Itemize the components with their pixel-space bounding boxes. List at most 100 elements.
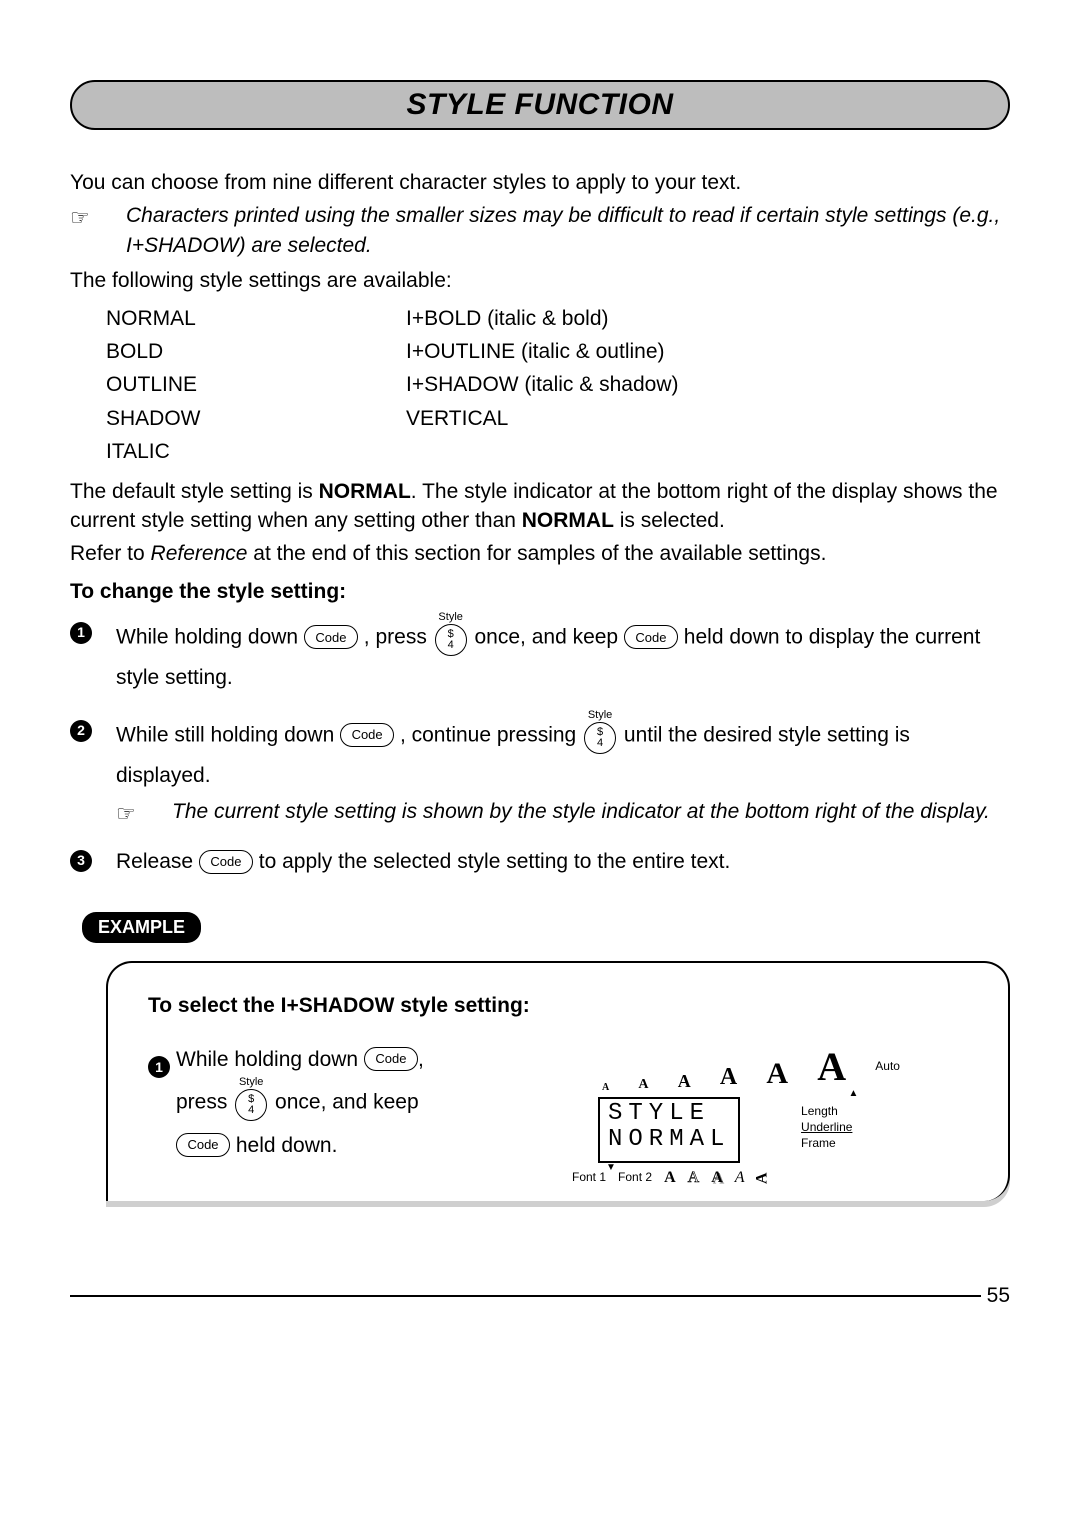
lcd-bottom-indicators: Font 1 Font 2 A A A A A bbox=[568, 1163, 908, 1189]
step-2-subnote: ☞ The current style setting is shown by … bbox=[116, 797, 1010, 830]
style-item: VERTICAL bbox=[406, 404, 706, 433]
style-item: I+SHADOW (italic & shadow) bbox=[406, 370, 706, 399]
footer-rule bbox=[70, 1295, 981, 1297]
txt: , bbox=[418, 1048, 424, 1071]
code-key-icon: Code bbox=[176, 1133, 230, 1157]
shadow-glyph-icon: A bbox=[711, 1167, 723, 1189]
vertical-glyph-icon: A bbox=[751, 1172, 773, 1184]
size-glyph: A bbox=[817, 1039, 846, 1095]
step-3: 3 Release Code to apply the selected sty… bbox=[70, 844, 1010, 880]
txt-bold: NORMAL bbox=[522, 509, 614, 532]
step-number-icon: 2 bbox=[70, 720, 92, 742]
key-num: 4 bbox=[597, 738, 603, 749]
txt: held down. bbox=[236, 1134, 338, 1157]
example-instructions: 1 While holding down Code, press Style $… bbox=[148, 1039, 478, 1189]
key-top-label: Style bbox=[438, 612, 462, 623]
key-num: 4 bbox=[448, 640, 454, 651]
txt: is selected. bbox=[614, 509, 725, 532]
section-title-bar: STYLE FUNCTION bbox=[70, 80, 1010, 130]
italic-glyph-icon: A bbox=[735, 1167, 745, 1189]
example-step-1-text: While holding down Code, press Style $4 … bbox=[176, 1039, 478, 1167]
page-footer: 55 bbox=[70, 1281, 1010, 1310]
style-item: I+OUTLINE (italic & outline) bbox=[406, 337, 706, 366]
font-label: Font 1 bbox=[572, 1169, 606, 1186]
caution-note: ☞ Characters printed using the smaller s… bbox=[70, 201, 1010, 260]
tri-up-icon: ▲ bbox=[849, 1087, 859, 1101]
code-key-icon: Code bbox=[364, 1047, 418, 1071]
intro-text: You can choose from nine different chara… bbox=[70, 168, 1010, 197]
lcd-right-labels: Length Underline Frame bbox=[801, 1103, 852, 1152]
outline-glyph-icon: A bbox=[688, 1167, 700, 1189]
lcd-illustration: A A A A A A Auto ▲ STYLE NORMAL bbox=[502, 1039, 974, 1189]
page-number: 55 bbox=[987, 1281, 1010, 1310]
code-key-icon: Code bbox=[340, 723, 394, 747]
code-key-icon: Code bbox=[199, 850, 253, 874]
txt: While holding down bbox=[176, 1048, 364, 1071]
step-3-text: Release Code to apply the selected style… bbox=[116, 844, 1010, 880]
style-item: I+BOLD (italic & bold) bbox=[406, 304, 706, 333]
step-1-text: While holding down Code , press Style $4… bbox=[116, 616, 1010, 696]
txt: , continue pressing bbox=[400, 723, 582, 746]
txt: Release bbox=[116, 850, 199, 873]
pointer-icon: ☞ bbox=[70, 201, 126, 260]
style-list: NORMAL BOLD OUTLINE SHADOW ITALIC I+BOLD… bbox=[70, 300, 1010, 471]
txt-ital: Reference bbox=[151, 542, 248, 565]
example-label: EXAMPLE bbox=[82, 912, 201, 943]
style-item: SHADOW bbox=[106, 404, 406, 433]
example-box: To select the I+SHADOW style setting: 1 … bbox=[106, 961, 1010, 1201]
example-header: To select the I+SHADOW style setting: bbox=[148, 991, 974, 1020]
section-title: STYLE FUNCTION bbox=[407, 84, 674, 126]
txt-bold: NORMAL bbox=[319, 480, 411, 503]
step-1: 1 While holding down Code , press Style … bbox=[70, 616, 1010, 696]
style-key-icon: Style $4 bbox=[235, 1077, 267, 1121]
lcd-line-1: STYLE bbox=[608, 1101, 730, 1127]
pointer-icon: ☞ bbox=[116, 797, 172, 830]
key-top-label: Style bbox=[588, 710, 612, 721]
step-2-subnote-text: The current style setting is shown by th… bbox=[172, 797, 1010, 830]
steps-list: 1 While holding down Code , press Style … bbox=[70, 616, 1010, 880]
step-2: 2 While still holding down Code , contin… bbox=[70, 714, 1010, 794]
txt: , press bbox=[364, 626, 433, 649]
style-item: ITALIC bbox=[106, 437, 406, 466]
lcd-line-2: NORMAL bbox=[608, 1127, 730, 1153]
style-key-icon: Style $4 bbox=[584, 710, 616, 754]
style-item: OUTLINE bbox=[106, 370, 406, 399]
txt: at the end of this section for samples o… bbox=[247, 542, 826, 565]
key-num: 4 bbox=[248, 1105, 254, 1116]
auto-label: Auto bbox=[875, 1058, 900, 1075]
code-key-icon: Code bbox=[304, 625, 358, 649]
step-number-icon: 3 bbox=[70, 850, 92, 872]
available-lead: The following style settings are availab… bbox=[70, 266, 1010, 295]
style-key-icon: Style $4 bbox=[435, 612, 467, 656]
howto-header: To change the style setting: bbox=[70, 577, 1010, 606]
style-item: NORMAL bbox=[106, 304, 406, 333]
txt: Refer to bbox=[70, 542, 151, 565]
font-label: Font 2 bbox=[618, 1169, 652, 1186]
style-col-1: NORMAL BOLD OUTLINE SHADOW ITALIC bbox=[106, 300, 406, 471]
size-glyph: A bbox=[766, 1053, 788, 1095]
txt: once, and keep bbox=[475, 626, 624, 649]
txt: The default style setting is bbox=[70, 480, 319, 503]
tri-down-icon: ▼ bbox=[606, 1161, 616, 1175]
txt: once, and keep bbox=[275, 1090, 419, 1113]
size-glyph: A bbox=[638, 1075, 648, 1095]
lcd-label: Frame bbox=[801, 1135, 852, 1151]
step-2-text: While still holding down Code , continue… bbox=[116, 714, 1010, 794]
lcd-label: Length bbox=[801, 1103, 852, 1119]
txt: While holding down bbox=[116, 626, 304, 649]
bold-glyph-icon: A bbox=[664, 1167, 676, 1189]
size-glyph: A bbox=[602, 1081, 609, 1095]
code-key-icon: Code bbox=[624, 625, 678, 649]
style-item: BOLD bbox=[106, 337, 406, 366]
caution-text: Characters printed using the smaller siz… bbox=[126, 201, 1010, 260]
txt: to apply the selected style setting to t… bbox=[259, 850, 731, 873]
default-note: The default style setting is NORMAL. The… bbox=[70, 477, 1010, 536]
size-glyph: A bbox=[720, 1061, 737, 1095]
step-number-icon: 1 bbox=[70, 622, 92, 644]
key-top-label: Style bbox=[239, 1077, 263, 1088]
style-col-2: I+BOLD (italic & bold) I+OUTLINE (italic… bbox=[406, 300, 706, 471]
lcd-label: Underline bbox=[801, 1119, 852, 1135]
key-sym: $ bbox=[248, 1094, 254, 1105]
reference-note: Refer to Reference at the end of this se… bbox=[70, 539, 1010, 568]
txt: While still holding down bbox=[116, 723, 340, 746]
